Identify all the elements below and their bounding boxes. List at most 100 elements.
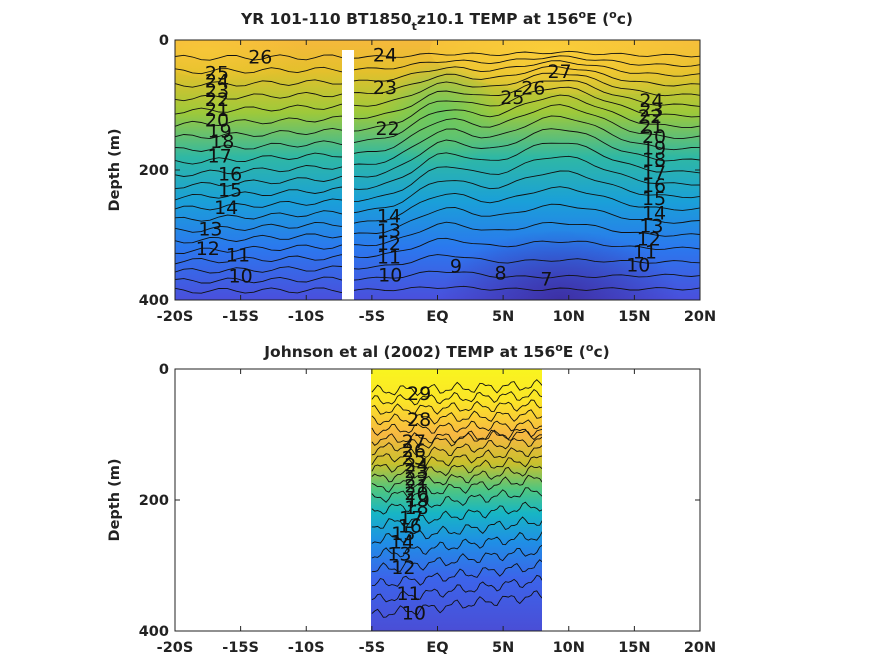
contour-line-27 xyxy=(371,399,542,415)
top-title-tail: z10.1 TEMP at 156 xyxy=(417,10,579,28)
bottom-title-end: c) xyxy=(593,343,609,361)
contour-label: 15 xyxy=(218,180,242,202)
contour-label: 20 xyxy=(642,126,666,148)
bottom-title-sup2: o xyxy=(586,341,594,354)
top-title-end: c) xyxy=(617,10,633,28)
contour-label: 24 xyxy=(205,70,229,92)
contour-label: 13 xyxy=(377,220,401,242)
contour-label: 12 xyxy=(637,228,661,250)
contour-label: 11 xyxy=(377,246,401,268)
contour-label: 15 xyxy=(642,188,666,210)
contour-label: 10 xyxy=(402,603,426,625)
x-tick-label: -10S xyxy=(288,640,325,656)
x-tick-label: EQ xyxy=(426,640,448,656)
contour-label: 7 xyxy=(540,269,552,291)
contour-label: 18 xyxy=(210,131,234,153)
contour-line-12 xyxy=(371,559,542,587)
contour-label: 10 xyxy=(626,254,650,276)
contour-label: 12 xyxy=(377,233,401,255)
contour-line-8 xyxy=(175,270,700,284)
contour-label: 16 xyxy=(218,163,242,185)
x-tick-label: -15S xyxy=(222,640,259,656)
contour-label: 18 xyxy=(642,149,666,171)
x-tick-label: -5S xyxy=(359,640,386,656)
contour-label: 23 xyxy=(404,461,428,483)
bottom-field xyxy=(371,369,542,631)
contour-label: 24 xyxy=(404,455,428,477)
contour-label: 13 xyxy=(639,215,663,237)
contour-line-16 xyxy=(371,501,542,529)
contour-line-26 xyxy=(371,409,542,426)
contour-label: 21 xyxy=(404,476,428,498)
x-tick-label: 10N xyxy=(553,309,585,325)
y-tick-label: 200 xyxy=(139,163,169,179)
contour-label: 12 xyxy=(391,557,415,579)
contour-label: 10 xyxy=(378,265,402,287)
contour-line-20 xyxy=(175,94,700,152)
y-tick-label: 400 xyxy=(139,293,169,309)
top-field xyxy=(175,40,700,300)
contour-label: 17 xyxy=(642,162,666,184)
y-tick-label: 200 xyxy=(139,493,169,509)
contour-line-20 xyxy=(371,455,542,483)
contour-line-15 xyxy=(175,155,700,211)
contour-label: 16 xyxy=(642,175,666,197)
contour-label: 22 xyxy=(376,118,400,140)
top-panel-title: YR 101-110 BT1850tz10.1 TEMP at 156oE (o… xyxy=(240,8,633,33)
x-tick-label: 10N xyxy=(553,640,585,656)
contour-label: 29 xyxy=(407,383,431,405)
x-tick-label: EQ xyxy=(426,309,448,325)
bottom-y-axis-label: Depth (m) xyxy=(107,459,123,542)
contour-label: 13 xyxy=(198,219,222,241)
contour-label: 24 xyxy=(373,44,397,66)
contour-line-29 xyxy=(371,379,542,397)
contour-label: 11 xyxy=(226,245,250,267)
contour-label: 17 xyxy=(208,146,232,168)
bottom-contour-lines xyxy=(371,379,542,618)
contour-line-19 xyxy=(371,465,542,493)
contour-line-10 xyxy=(371,590,542,618)
contour-line-18 xyxy=(371,474,542,503)
contour-line-24 xyxy=(175,65,700,102)
contour-line-18 xyxy=(175,115,700,177)
top-title-sup2: o xyxy=(609,8,617,21)
bottom-title-after-sup1: E ( xyxy=(563,343,586,361)
contour-label: 22 xyxy=(638,106,662,128)
x-tick-label: 5N xyxy=(492,640,514,656)
contour-label: 20 xyxy=(404,483,428,505)
contour-label: 28 xyxy=(407,409,431,431)
contour-line-26 xyxy=(175,55,700,75)
contour-line-10 xyxy=(175,237,700,265)
contour-label: 25 xyxy=(205,63,229,85)
top-y-axis-label: Depth (m) xyxy=(107,129,123,212)
contour-line-19 xyxy=(175,104,700,165)
contour-line-13 xyxy=(175,186,700,233)
x-tick-label: 15N xyxy=(618,309,650,325)
contour-label: 12 xyxy=(196,238,220,260)
contour-label: 19 xyxy=(208,120,232,142)
contour-label: 21 xyxy=(205,99,229,121)
contour-label: 14 xyxy=(377,206,401,228)
contour-line-12 xyxy=(175,203,700,244)
contour-label: 8 xyxy=(494,263,506,285)
top-x-axis: -20S -15S -10S -5S EQ 5N 10N 15N 20N xyxy=(157,40,716,325)
x-tick-label: 5N xyxy=(492,309,514,325)
contour-line-22 xyxy=(175,80,700,127)
top-title-sup1: o xyxy=(579,8,587,21)
x-tick-label: -20S xyxy=(157,640,194,656)
contour-line-22 xyxy=(371,436,542,466)
x-tick-label: 15N xyxy=(618,640,650,656)
contour-label: 26 xyxy=(402,440,426,462)
contour-line-16 xyxy=(175,142,700,201)
bottom-panel-title: Johnson et al (2002) TEMP at 156oE (oc) xyxy=(263,341,609,361)
contour-label: 14 xyxy=(214,197,238,219)
contour-label: 25 xyxy=(500,87,524,109)
contour-label: 23 xyxy=(205,80,229,102)
top-panel: YR 101-110 BT1850tz10.1 TEMP at 156oE (o… xyxy=(107,8,716,325)
contour-line-17 xyxy=(371,487,542,515)
contour-label: 24 xyxy=(639,90,663,112)
top-title-main: YR 101-110 BT1850 xyxy=(240,10,412,28)
